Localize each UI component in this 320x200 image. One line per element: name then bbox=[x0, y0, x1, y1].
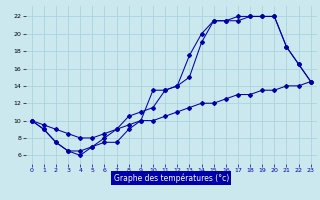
X-axis label: Graphe des températures (°c): Graphe des températures (°c) bbox=[114, 173, 229, 183]
